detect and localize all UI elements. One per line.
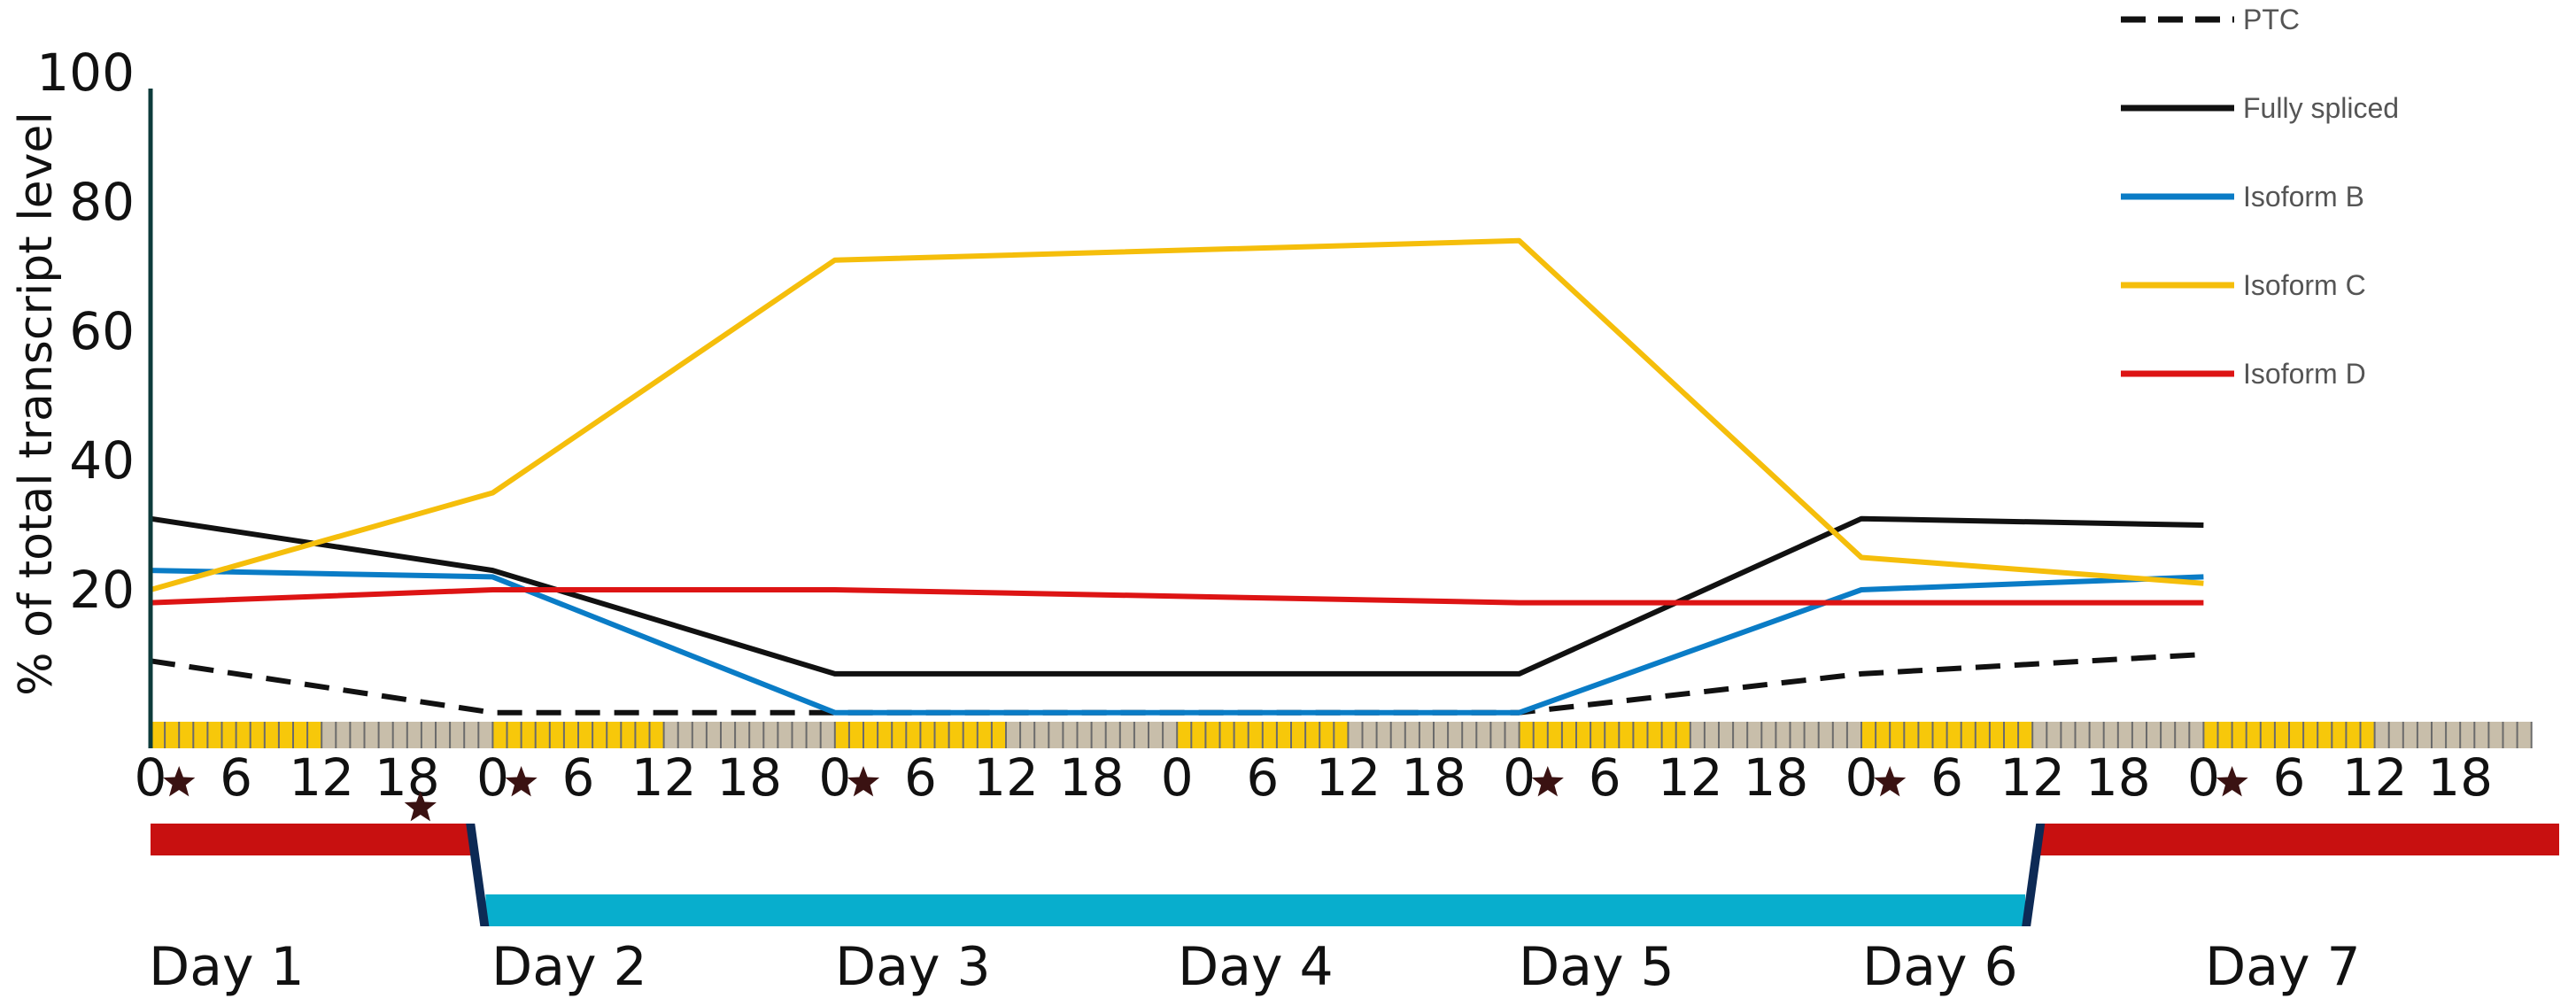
y-tick-label: 100 <box>36 43 135 103</box>
x-tick-label: 0 <box>1503 747 1536 808</box>
day-label: Day 6 <box>1862 936 2018 998</box>
day-label: Day 5 <box>1519 936 1675 998</box>
y-axis: 20 40 60 80 100 % of total transcript level <box>10 43 153 748</box>
y-tick-label: 40 <box>69 430 135 491</box>
x-tick-label: 12 <box>631 747 697 808</box>
x-tick-label: 0 <box>135 747 167 808</box>
treatment-bars <box>151 824 2559 926</box>
x-tick-label: 6 <box>1589 747 1621 808</box>
legend-label: PTC <box>2243 4 2300 35</box>
sampling-stars <box>163 766 2248 822</box>
x-tick-label: 0 <box>818 747 851 808</box>
x-tick-label: 6 <box>904 747 937 808</box>
x-tick-label: 12 <box>1658 747 1723 808</box>
sampling-star <box>1531 766 1564 797</box>
legend-label: Isoform D <box>2243 358 2366 390</box>
series-line-isoform-d <box>150 587 2204 606</box>
series-line-isoform-c <box>150 237 2204 592</box>
series-line-fully-spliced <box>150 515 2204 677</box>
x-tick-label: 18 <box>1059 747 1125 808</box>
x-tick-label: 0 <box>1845 747 1878 808</box>
x-tick-label: 18 <box>375 747 440 808</box>
y-tick-label: 60 <box>69 301 135 361</box>
x-tick-label: 12 <box>2342 747 2408 808</box>
x-tick-label: 18 <box>2427 747 2493 808</box>
day-label: Day 4 <box>1178 936 1334 998</box>
sampling-star <box>847 766 880 797</box>
day-label: Day 1 <box>149 936 305 998</box>
sampling-star <box>404 791 437 822</box>
x-tick-label: 6 <box>1246 747 1279 808</box>
x-tick-label: 12 <box>2000 747 2065 808</box>
x-tick-label: 12 <box>1315 747 1381 808</box>
treatment-bar-red <box>2039 824 2559 855</box>
x-tick-label: 6 <box>2273 747 2306 808</box>
light-dark-strip <box>150 722 2533 748</box>
series-lines <box>150 237 2204 716</box>
y-tick-label: 80 <box>69 172 135 232</box>
x-tick-label: 18 <box>1743 747 1808 808</box>
x-tick-label: 0 <box>476 747 509 808</box>
treatment-transition <box>466 824 490 926</box>
series-line-isoform-b <box>150 568 2204 716</box>
day-label: Day 3 <box>835 936 991 998</box>
legend-label: Fully spliced <box>2243 92 2399 124</box>
day-label: Day 2 <box>491 936 647 998</box>
x-tick-label: 18 <box>1401 747 1466 808</box>
series-line-ptc <box>150 652 2204 716</box>
day-labels: Day 1 Day 2 Day 3 Day 4 Day 5 Day 6 Day 7 <box>149 936 2361 998</box>
x-axis: 0 6 12 18 0 6 12 18 0 6 12 18 0 6 12 18 0 6 12 18 0 6 12 18 0 6 12… <box>135 747 2494 808</box>
x-tick-label: 18 <box>2085 747 2151 808</box>
x-tick-label: 0 <box>2187 747 2220 808</box>
sampling-star <box>505 766 538 797</box>
strip-segment <box>2460 722 2532 748</box>
x-tick-label: 0 <box>1161 747 1194 808</box>
legend-label: Isoform C <box>2243 269 2366 301</box>
day-label: Day 7 <box>2205 936 2361 998</box>
treatment-bar-cyan <box>485 894 2026 926</box>
x-tick-label: 6 <box>220 747 252 808</box>
y-axis-label: % of total transcript level <box>10 112 63 696</box>
x-tick-label: 12 <box>289 747 354 808</box>
x-tick-label: 6 <box>1930 747 1963 808</box>
legend: PTC Fully spliced Isoform B Isoform C Isofor… <box>2121 4 2399 390</box>
x-tick-label: 18 <box>716 747 782 808</box>
x-tick-label: 6 <box>562 747 595 808</box>
x-tick-label: 12 <box>973 747 1039 808</box>
sampling-star <box>163 766 196 797</box>
legend-label: Isoform B <box>2243 181 2364 213</box>
treatment-bar-red <box>151 824 472 855</box>
sampling-star <box>1874 766 1907 797</box>
treatment-transition <box>2022 824 2046 926</box>
y-tick-label: 20 <box>69 560 135 620</box>
sampling-star <box>2216 766 2248 797</box>
